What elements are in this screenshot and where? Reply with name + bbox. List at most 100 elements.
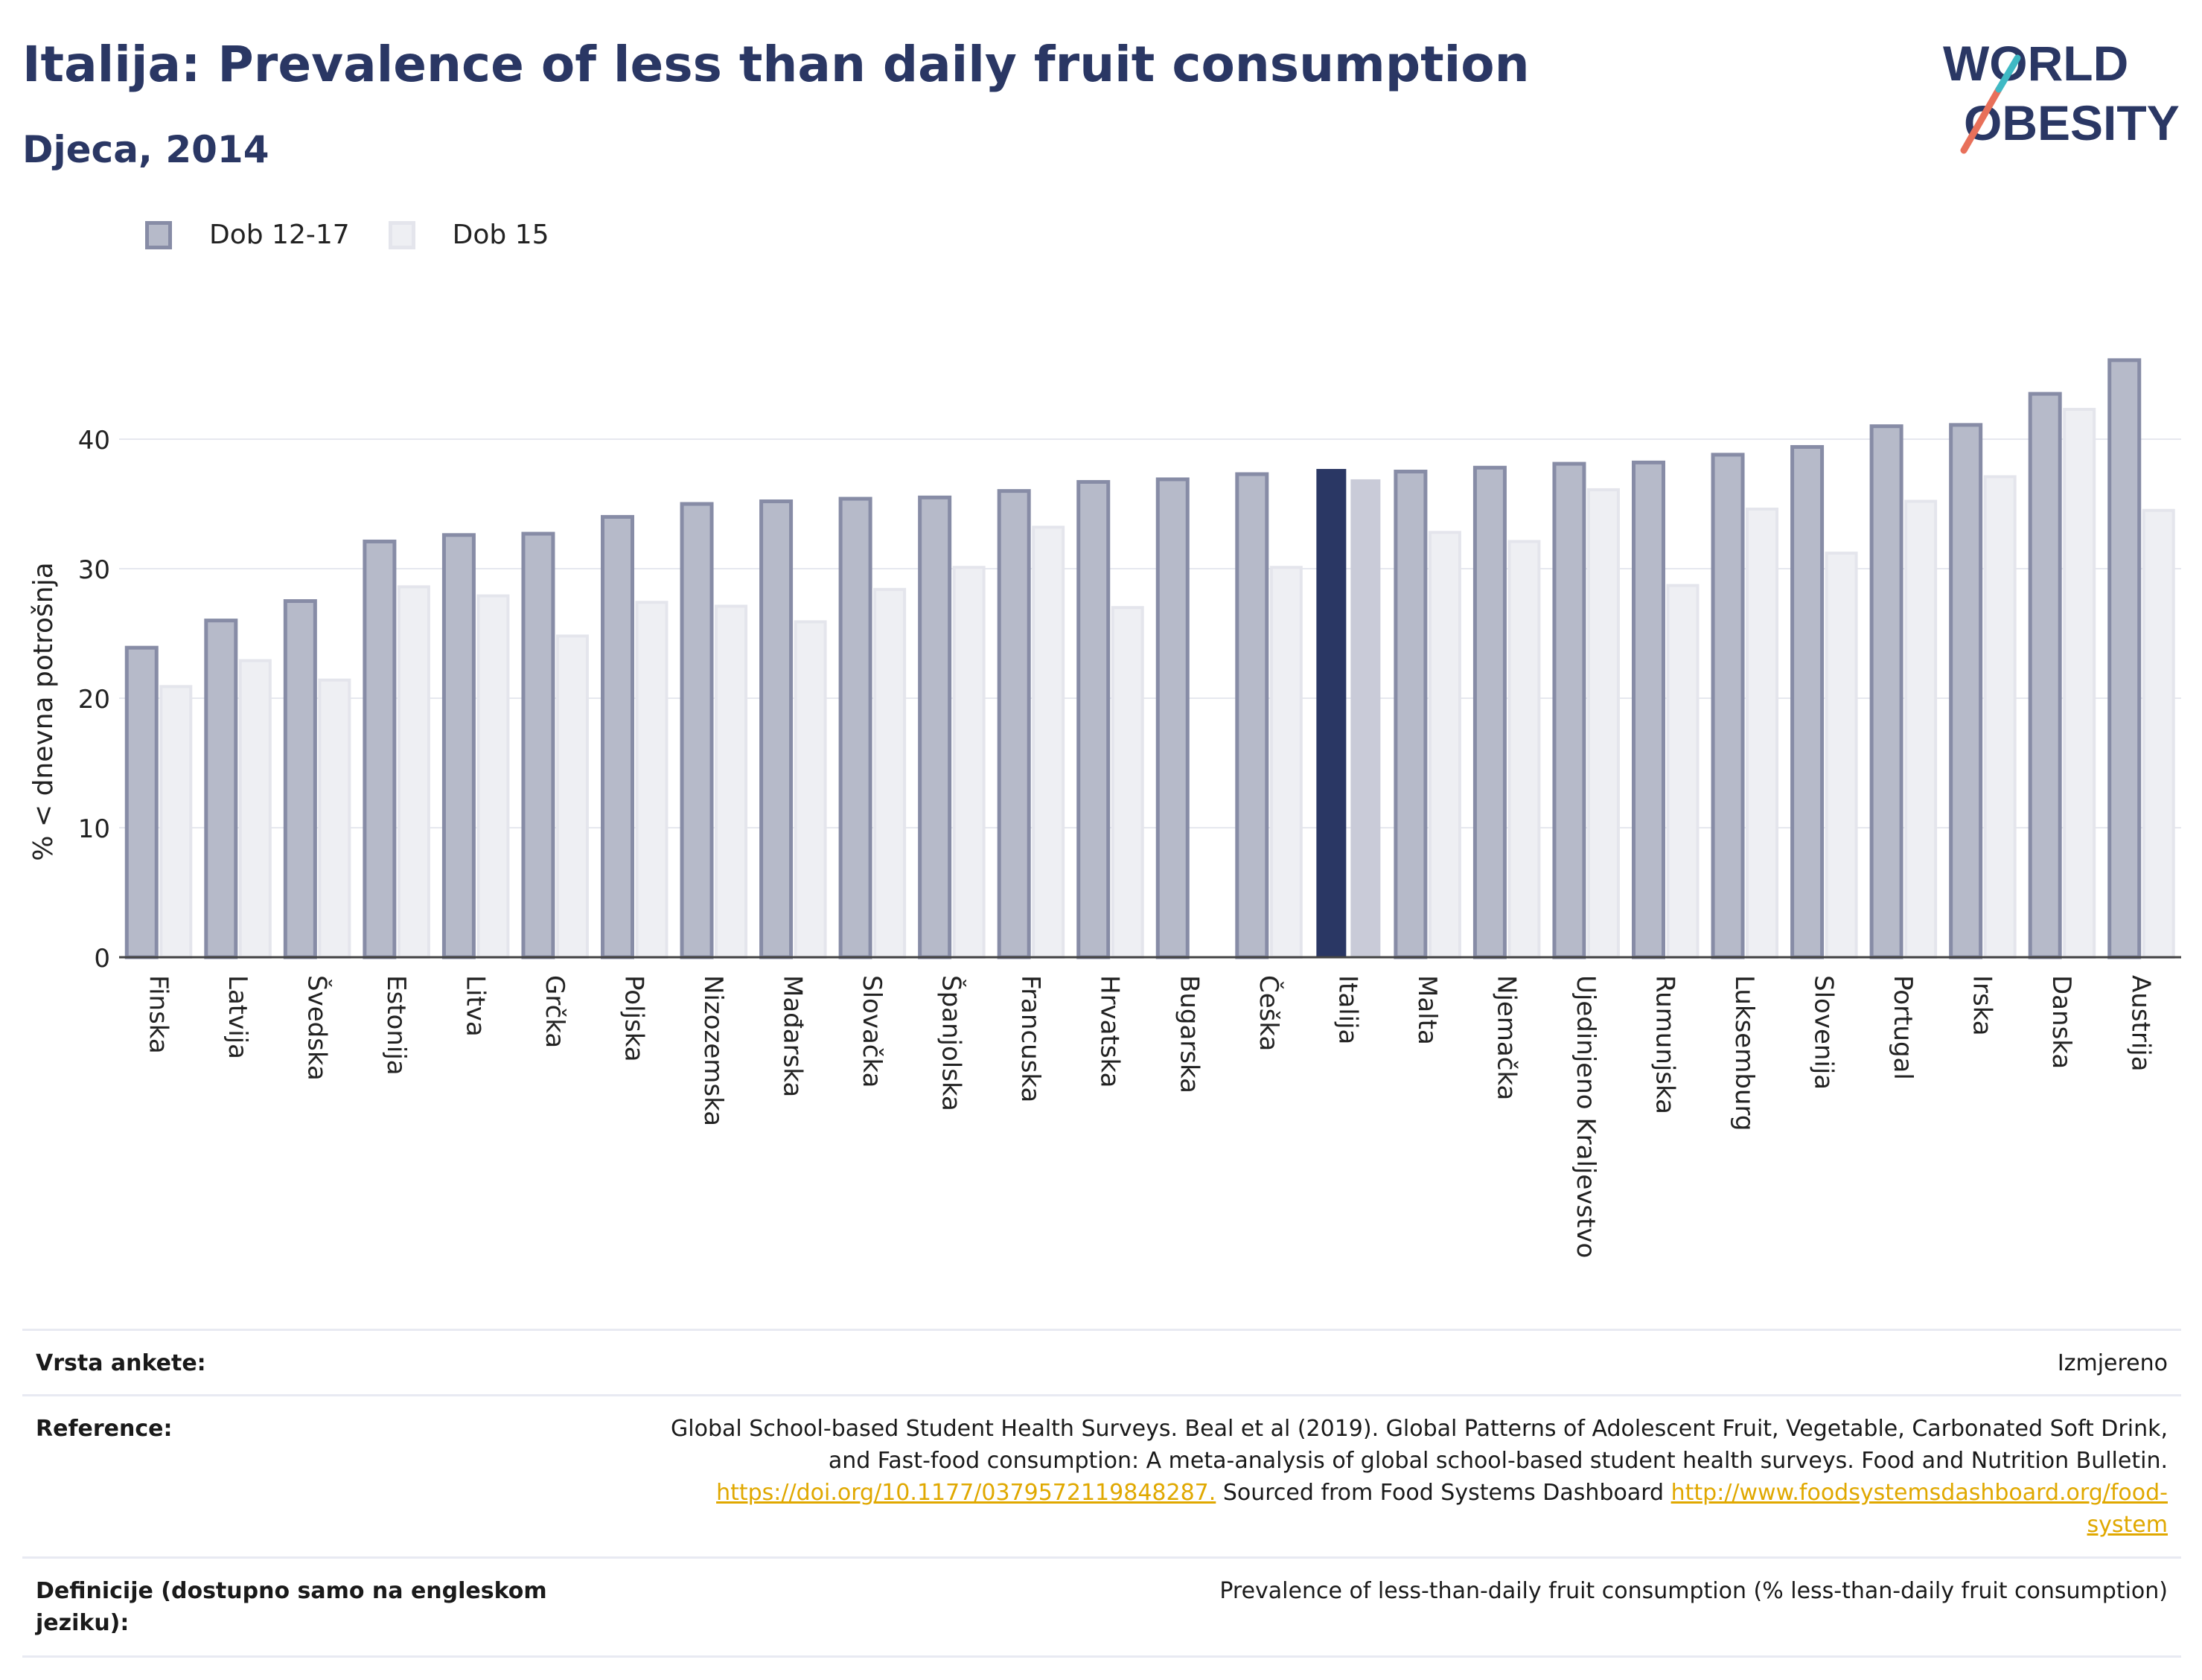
- svg-text:WORLD: WORLD: [1943, 36, 2128, 91]
- bar-Dob 15: [1428, 531, 1461, 959]
- x-tick-label: Irska: [1968, 975, 1997, 1036]
- bar-Dob 12-17: [1394, 470, 1428, 959]
- chart-subtitle: Djeca, 2014: [22, 128, 269, 171]
- bar-Dob 15: [1904, 499, 1938, 959]
- bar-Dob 15: [1507, 540, 1541, 959]
- y-tick-label: 30: [78, 555, 110, 585]
- y-tick-label: 0: [94, 944, 110, 974]
- x-tick-label: Slovačka: [857, 975, 887, 1087]
- bar-Dob 12-17: [1711, 453, 1745, 959]
- bar-Dob 15: [238, 659, 272, 959]
- bar-Dob 12-17: [680, 502, 714, 959]
- bar-Dob 15: [1269, 566, 1303, 959]
- y-tick-label: 10: [78, 814, 110, 844]
- x-tick-label: Rumunjska: [1650, 975, 1680, 1114]
- bar-Dob 15: [635, 601, 668, 959]
- bar-Dob 12-17: [1155, 477, 1190, 959]
- legend-swatch-series2: [388, 220, 415, 249]
- survey-type-label: Vrsta ankete:: [36, 1350, 206, 1376]
- metadata-table: Vrsta ankete: Izmjereno Reference: Globa…: [22, 1329, 2181, 1658]
- bar-Dob 15: [873, 587, 907, 959]
- survey-type-value: Izmjereno: [2057, 1350, 2168, 1376]
- reference-text-2: and Fast-food consumption: A meta-analys…: [828, 1448, 2168, 1474]
- bar-Dob 12-17: [1316, 469, 1347, 957]
- definition-row: Definicije (dostupno samo na engleskom j…: [22, 1556, 2181, 1658]
- x-tick-label: Slovenija: [1809, 975, 1839, 1090]
- bar-Dob 15: [952, 566, 986, 959]
- bar-Dob 15: [555, 634, 589, 959]
- bar-Dob 15: [1111, 606, 1144, 959]
- x-tick-label: Francuska: [1015, 975, 1045, 1102]
- bar-Dob 15: [159, 685, 193, 959]
- food-systems-link-cont[interactable]: system: [2087, 1512, 2168, 1538]
- bar-Dob 12-17: [918, 495, 952, 959]
- reference-label: Reference:: [36, 1416, 173, 1442]
- reference-text-3: Sourced from Food Systems Dashboard: [1216, 1480, 1671, 1506]
- bar-Dob 15: [1032, 526, 1065, 959]
- x-tick-label: Grčka: [540, 975, 569, 1048]
- bar-Dob 12-17: [1552, 461, 1586, 959]
- x-tick-label: Finska: [143, 975, 173, 1054]
- bar-Dob 12-17: [1632, 460, 1665, 959]
- bar-Dob 12-17: [521, 531, 555, 959]
- x-tick-label: Italija: [1333, 975, 1362, 1044]
- bar-Dob 12-17: [363, 539, 397, 959]
- bar-Dob 12-17: [283, 599, 317, 959]
- bar-Dob 12-17: [441, 533, 476, 959]
- bar-Dob 15: [1825, 552, 1858, 959]
- x-tick-label: Austrija: [2126, 975, 2156, 1072]
- bar-chart: 0 10 20 30 40 % < dnevna potrošnja Finska Latvi…: [28, 358, 2181, 1258]
- x-tick-label: Švedska: [301, 975, 332, 1081]
- x-tick-label: Češka: [1254, 975, 1284, 1051]
- y-tick-label: 40: [78, 426, 110, 456]
- x-tick-label: Malta: [1412, 975, 1442, 1045]
- chart-legend: Dob 12-17 Dob 15: [145, 220, 588, 250]
- bar-Dob 12-17: [1076, 479, 1111, 959]
- svg-text:OBESITY: OBESITY: [1964, 95, 2180, 150]
- reference-text-1: Global School-based Student Health Surve…: [671, 1416, 2168, 1442]
- y-axis-title: % < dnevna potrošnja: [28, 562, 59, 860]
- x-tick-label: Hrvatska: [1095, 975, 1125, 1087]
- bar-Dob 12-17: [2107, 358, 2142, 959]
- bar-Dob 15: [397, 585, 430, 959]
- bar-Dob 15: [1350, 479, 1381, 957]
- x-tick-label: Nizozemska: [698, 975, 728, 1126]
- bar-Dob 15: [1666, 584, 1700, 959]
- x-tick-label: Estonija: [381, 975, 411, 1076]
- world-obesity-logo: WORLD OBESITY: [1943, 36, 2180, 154]
- legend-swatch-series1: [145, 220, 172, 249]
- legend-item-series2[interactable]: Dob 15: [388, 220, 549, 250]
- bar-Dob 12-17: [838, 496, 872, 959]
- chart-title: Italija: Prevalence of less than daily f…: [22, 36, 1530, 93]
- legend-item-series1[interactable]: Dob 12-17: [145, 220, 350, 250]
- y-tick-label: 20: [78, 685, 110, 715]
- survey-type-row: Vrsta ankete: Izmjereno: [22, 1329, 2181, 1394]
- bar-Dob 12-17: [124, 645, 159, 959]
- bar-Dob 15: [1983, 475, 2017, 959]
- x-tick-label: Latvija: [223, 975, 252, 1059]
- x-tick-label: Portugal: [1888, 975, 1918, 1080]
- bar-Dob 15: [2063, 407, 2096, 959]
- legend-label-series1: Dob 12-17: [209, 220, 350, 250]
- x-tick-label: Bugarska: [1174, 975, 1204, 1093]
- bar-Dob 12-17: [601, 514, 634, 959]
- bar-Dob 12-17: [1790, 444, 1825, 959]
- legend-label-series2: Dob 15: [452, 220, 549, 250]
- definition-label: Definicije (dostupno samo na engleskom j…: [36, 1578, 547, 1636]
- x-tick-label: Španjolska: [936, 975, 967, 1111]
- bar-Dob 15: [2142, 508, 2175, 959]
- bar-Dob 12-17: [1235, 472, 1269, 959]
- x-tick-label: Njemačka: [1491, 975, 1521, 1100]
- bar-Dob 12-17: [1472, 465, 1507, 959]
- doi-link[interactable]: https://doi.org/10.1177/0379572119848287…: [716, 1480, 1216, 1506]
- bar-Dob 15: [715, 604, 748, 959]
- bar-Dob 15: [318, 678, 351, 959]
- bar-Dob 15: [1746, 507, 1779, 959]
- reference-value: Global School-based Student Health Surve…: [671, 1413, 2168, 1542]
- food-systems-link[interactable]: http://www.foodsystemsdashboard.org/food…: [1670, 1480, 2168, 1506]
- bar-Dob 12-17: [759, 499, 794, 959]
- definition-value: Prevalence of less-than-daily fruit cons…: [1219, 1578, 2168, 1604]
- x-tick-label: Luksemburg: [1729, 975, 1759, 1131]
- bar-Dob 12-17: [204, 619, 238, 959]
- bar-Dob 12-17: [2028, 392, 2062, 959]
